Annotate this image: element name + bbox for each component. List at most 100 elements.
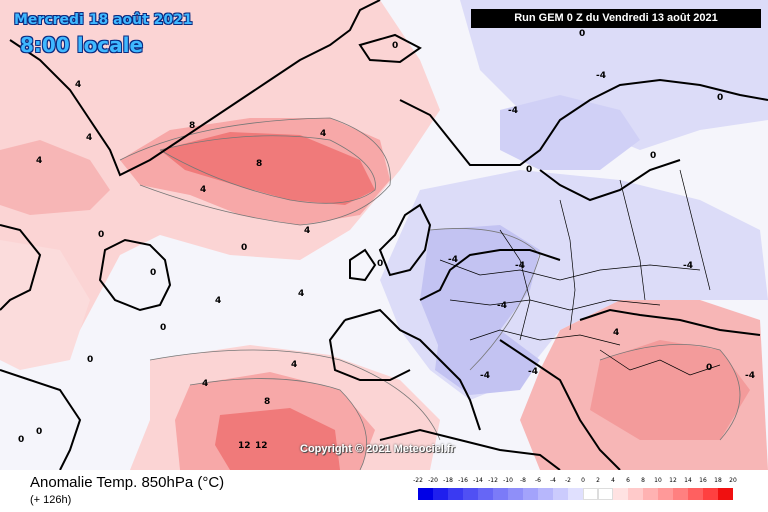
svg-text:0: 0 — [98, 230, 104, 240]
svg-text:4: 4 — [36, 156, 42, 166]
svg-text:4: 4 — [320, 129, 326, 139]
legend-swatch — [433, 488, 448, 500]
legend-swatch — [583, 488, 598, 500]
svg-text:0: 0 — [18, 435, 24, 445]
cool-anomaly-alps — [435, 330, 540, 395]
legend-swatch — [613, 488, 628, 500]
svg-text:0: 0 — [717, 93, 723, 103]
legend-swatch — [628, 488, 643, 500]
borders — [439, 169, 721, 376]
svg-text:12: 12 — [255, 441, 268, 451]
svg-text:4: 4 — [86, 133, 92, 143]
anomaly-map: 0 -4 4 8 4 4 8 4 4 4 0 0 0 4 4 0 -4 -4 -… — [0, 0, 768, 470]
svg-text:4: 4 — [202, 379, 208, 389]
legend-tick-label: 4 — [611, 477, 615, 484]
svg-text:8: 8 — [189, 121, 195, 131]
run-info-badge: Run GEM 0 Z du Vendredi 13 août 2021 — [471, 9, 761, 28]
svg-text:4: 4 — [75, 80, 81, 90]
legend-swatch — [568, 488, 583, 500]
legend-tick-label: -4 — [550, 477, 556, 484]
legend-tick-label: -2 — [565, 477, 571, 484]
legend-swatch — [688, 488, 703, 500]
warm-anomaly-southwest-core-12 — [215, 408, 340, 470]
forecast-time: 8:00 locale — [20, 33, 144, 57]
legend-tick-label: 2 — [596, 477, 600, 484]
svg-text:0: 0 — [650, 151, 656, 161]
legend-tick-label: -18 — [443, 477, 453, 484]
legend-swatch — [493, 488, 508, 500]
legend-swatch — [448, 488, 463, 500]
svg-text:-4: -4 — [515, 261, 525, 271]
legend-swatch — [553, 488, 568, 500]
legend-tick-label: -20 — [428, 477, 438, 484]
legend-tick-label: -12 — [488, 477, 498, 484]
legend-tick-label: 14 — [684, 477, 692, 484]
legend-swatch — [538, 488, 553, 500]
legend-tick-label: 20 — [729, 477, 737, 484]
legend-tick-label: -14 — [473, 477, 483, 484]
color-scale-legend: -22 -20 -18 -16 -14 -12 -10 -8 -6 -4 -2 0 2 4 6 8 10 12 14… — [413, 477, 742, 503]
svg-text:0: 0 — [36, 427, 42, 437]
svg-text:0: 0 — [392, 41, 398, 51]
svg-text:0: 0 — [160, 323, 166, 333]
legend-swatch — [508, 488, 523, 500]
legend-tick-label: 0 — [581, 477, 585, 484]
svg-text:4: 4 — [613, 328, 619, 338]
legend-swatch — [523, 488, 538, 500]
contour-value-labels: 0 -4 4 8 4 4 8 4 4 4 0 0 0 4 4 0 -4 -4 -… — [18, 29, 755, 451]
legend-swatch — [643, 488, 658, 500]
legend-swatch — [718, 488, 733, 500]
svg-text:0: 0 — [706, 363, 712, 373]
svg-text:4: 4 — [291, 360, 297, 370]
map-title: Anomalie Temp. 850hPa (°C) — [30, 474, 225, 491]
legend-swatch — [658, 488, 673, 500]
svg-text:0: 0 — [241, 243, 247, 253]
legend-tick-label: 10 — [654, 477, 662, 484]
svg-text:4: 4 — [298, 289, 304, 299]
legend-swatch — [598, 488, 613, 500]
legend-swatch — [673, 488, 688, 500]
svg-text:0: 0 — [377, 259, 383, 269]
svg-text:12: 12 — [238, 441, 251, 451]
legend-swatch — [478, 488, 493, 500]
warm-anomaly-anatolia — [590, 340, 750, 440]
legend-tick-label: 6 — [626, 477, 630, 484]
copyright-watermark: Copyright © 2021 Meteociel.fr — [300, 443, 455, 455]
svg-text:0: 0 — [579, 29, 585, 39]
svg-text:-4: -4 — [480, 371, 490, 381]
svg-text:0: 0 — [150, 268, 156, 278]
svg-text:4: 4 — [200, 185, 206, 195]
legend-tick-label: -6 — [535, 477, 541, 484]
legend-tick-label: 16 — [699, 477, 707, 484]
svg-text:-4: -4 — [596, 71, 606, 81]
svg-text:8: 8 — [264, 397, 270, 407]
map-canvas: 0 -4 4 8 4 4 8 4 4 4 0 0 0 4 4 0 -4 -4 -… — [0, 0, 768, 470]
svg-text:4: 4 — [304, 226, 310, 236]
legend-swatch — [703, 488, 718, 500]
svg-text:-4: -4 — [745, 371, 755, 381]
warm-anomaly-southwest-quad — [0, 240, 90, 370]
warm-core-8 — [160, 132, 375, 205]
legend-tick-label: 8 — [641, 477, 645, 484]
coastlines — [0, 0, 768, 470]
svg-text:-4: -4 — [683, 261, 693, 271]
forecast-date: Mercredi 18 août 2021 — [14, 12, 193, 28]
legend-tick-label: -8 — [520, 477, 526, 484]
svg-text:-4: -4 — [497, 301, 507, 311]
forecast-lead-time: (+ 126h) — [30, 494, 72, 506]
svg-text:-4: -4 — [448, 255, 458, 265]
legend-tick-label: 12 — [669, 477, 677, 484]
svg-text:-4: -4 — [508, 106, 518, 116]
legend-tick-label: -10 — [503, 477, 513, 484]
legend-tick-label: -16 — [458, 477, 468, 484]
warm-anomaly-west-greenland — [0, 140, 110, 215]
contour-lines — [119, 117, 741, 470]
legend-swatch — [463, 488, 478, 500]
svg-text:4: 4 — [215, 296, 221, 306]
svg-text:-4: -4 — [528, 367, 538, 377]
legend-tick-label: 18 — [714, 477, 722, 484]
cool-anomaly-scandinavia — [500, 95, 640, 170]
legend-swatch — [418, 488, 433, 500]
legend-tick-label: -22 — [413, 477, 423, 484]
svg-text:0: 0 — [87, 355, 93, 365]
